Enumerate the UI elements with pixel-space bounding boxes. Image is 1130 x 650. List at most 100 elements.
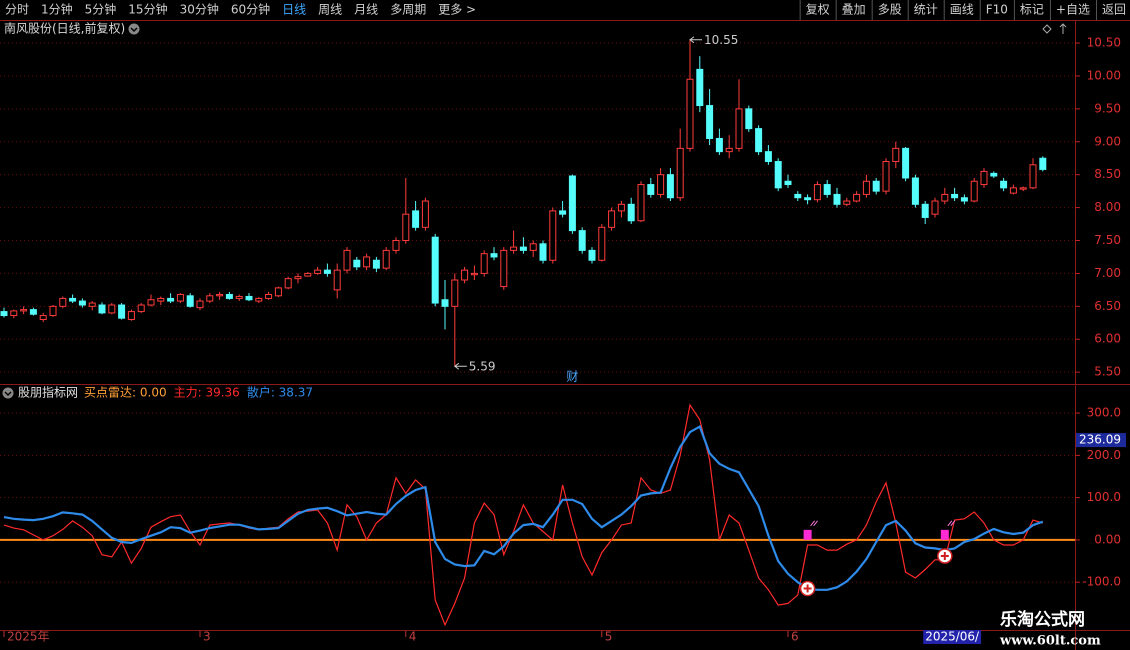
y-tick-label: 0.00	[1094, 532, 1121, 546]
candle-body	[1009, 187, 1017, 194]
y-tick-label: 10.50	[1087, 36, 1121, 50]
toolbar-tab[interactable]: 60分钟	[231, 2, 270, 17]
candle-body	[157, 297, 165, 302]
candle-body	[167, 297, 175, 302]
dropdown-icon[interactable]	[128, 23, 140, 35]
candle-body	[304, 272, 312, 277]
toolbar-tab[interactable]: 多周期	[390, 3, 426, 17]
toolbar-tab[interactable]: 5分钟	[85, 2, 117, 17]
buy-mark-flag	[810, 520, 818, 527]
toolbar-button[interactable]: 画线	[950, 3, 974, 17]
candle-body	[245, 295, 253, 301]
y-tick-label: 7.00	[1094, 266, 1121, 280]
candle-body	[69, 297, 77, 302]
title-icon[interactable]	[128, 23, 140, 35]
candle-body	[78, 300, 86, 306]
toolbar-button[interactable]: F10	[986, 3, 1008, 17]
y-tick-label: -100.0	[1082, 575, 1121, 589]
toolbar-tab[interactable]: 15分钟	[128, 2, 167, 17]
candle-body	[715, 137, 723, 153]
candle-body	[862, 180, 870, 195]
candle-body	[804, 197, 812, 201]
candle-body	[1019, 187, 1027, 190]
candle-body	[402, 213, 410, 242]
candle-body	[20, 309, 28, 312]
toolbar-tab[interactable]: 月线	[354, 3, 378, 17]
y-tick-label: 7.50	[1094, 233, 1121, 247]
candle-body	[461, 269, 469, 281]
candle-body	[882, 161, 890, 192]
toolbar-button[interactable]: 返回	[1102, 3, 1126, 17]
candle-body	[147, 299, 155, 306]
cursor-value-bg	[1076, 433, 1126, 448]
dropdown-icon[interactable]	[2, 387, 14, 399]
candle-body	[382, 249, 390, 269]
candle-body	[568, 175, 576, 232]
legend-entry: 买点雷达: 0.00	[84, 386, 167, 400]
buy-mark-flag	[947, 520, 956, 527]
toolbar-tab[interactable]: 30分钟	[180, 2, 219, 17]
toolbar-tab[interactable]: 更多 >	[438, 3, 476, 17]
candle-body	[10, 310, 18, 317]
toolbar-tab[interactable]: 周线	[318, 3, 342, 17]
candle-body	[627, 203, 635, 222]
candle-body	[657, 174, 665, 195]
candle-body	[59, 297, 67, 307]
candle-body	[98, 304, 106, 314]
cursor-date-bg	[923, 630, 982, 644]
candle-body	[0, 311, 8, 317]
x-tick-label: 2025/06/	[925, 630, 980, 644]
candle-body	[412, 210, 420, 228]
diamond-icon[interactable]	[1042, 24, 1052, 34]
cursor-value: 236.09	[1079, 433, 1121, 447]
candle-body	[441, 299, 449, 307]
y-tick-label: 200.0	[1087, 448, 1121, 462]
toolbar-tab[interactable]: 日线	[282, 3, 306, 17]
annotation-arrow	[689, 36, 702, 44]
indicator-icon[interactable]	[2, 387, 14, 399]
candle-body	[294, 276, 302, 280]
candle-body	[1039, 157, 1047, 170]
signal-plus	[940, 551, 949, 560]
candle-body	[676, 147, 684, 199]
annotation: 10.55	[704, 33, 738, 47]
candle-body	[892, 147, 900, 163]
toolbar-button[interactable]: 复权	[806, 3, 830, 17]
buy-mark	[940, 529, 949, 540]
candle-body	[363, 256, 371, 268]
candle-body	[745, 108, 753, 130]
y-tick-label: 8.50	[1094, 167, 1121, 181]
toolbar-tab[interactable]: 1分钟	[41, 2, 73, 17]
y-tick-label: 10.00	[1087, 68, 1121, 82]
candle-body	[686, 78, 694, 149]
candle-body	[843, 200, 851, 205]
dropdown-arrow	[4, 391, 12, 397]
candle-body	[911, 177, 919, 205]
candle-body	[421, 200, 429, 228]
toolbar-button[interactable]: 多股	[878, 3, 902, 17]
y-tick-label: 100.0	[1087, 490, 1121, 504]
candle-body	[794, 193, 802, 199]
candle-body	[29, 309, 37, 315]
candle-body	[137, 304, 145, 313]
candle-body	[519, 246, 527, 251]
candle-body	[284, 278, 292, 289]
x-tick-label: 5	[605, 630, 613, 644]
candle-body	[735, 108, 743, 149]
candle-body	[274, 287, 282, 297]
candle-body	[333, 269, 341, 291]
dropdown-arrow	[130, 27, 138, 33]
toolbar-tab[interactable]: 分时	[5, 3, 29, 17]
y-tick-label: 9.50	[1094, 101, 1121, 115]
candle-body	[216, 293, 224, 297]
toolbar-button[interactable]: +自选	[1056, 3, 1090, 17]
candle-body	[960, 197, 968, 202]
candle-body	[921, 203, 929, 218]
scroll-icon[interactable]	[1059, 23, 1067, 34]
toolbar-button[interactable]: 叠加	[842, 3, 866, 17]
candle-body	[323, 269, 331, 274]
toolbar-button[interactable]: 统计	[914, 3, 938, 17]
toolbar-button[interactable]: 标记	[1020, 3, 1044, 17]
candle-body	[176, 293, 184, 302]
